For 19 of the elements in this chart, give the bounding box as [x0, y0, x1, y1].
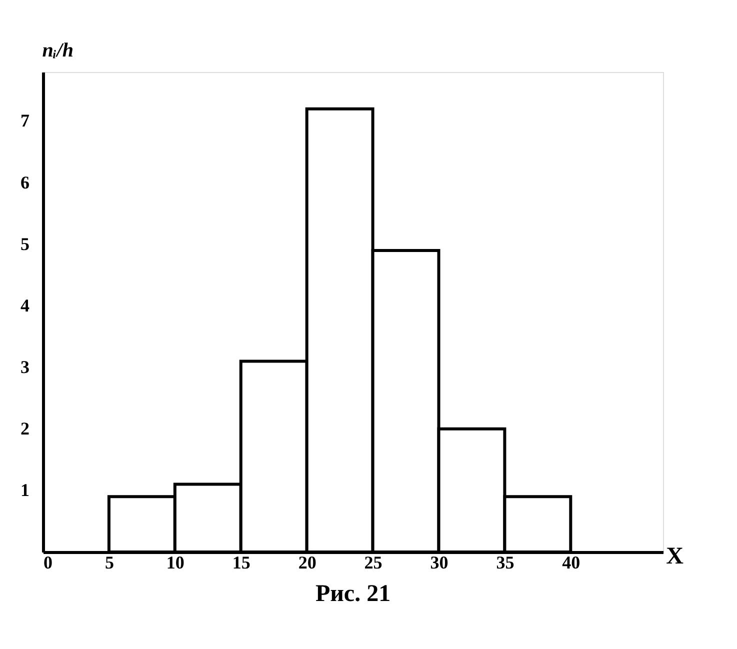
- x-tick-label: 30: [430, 552, 448, 572]
- y-tick-label: 2: [20, 418, 30, 438]
- x-tick-label: 5: [104, 552, 114, 572]
- y-tick-label: 7: [20, 110, 30, 131]
- y-tick-label: 4: [20, 295, 30, 316]
- x-axis-title: X: [666, 544, 684, 570]
- y-tick-label: 6: [20, 172, 30, 192]
- x-tick-label: 10: [166, 552, 184, 572]
- x-tick-label: 35: [496, 552, 514, 572]
- text: Рис. 21: [315, 581, 391, 607]
- y-tick-label: 5: [20, 234, 30, 254]
- x-tick-label: 0: [44, 552, 52, 572]
- x-tick-label: 25: [364, 552, 382, 572]
- x-tick-label: 15: [232, 552, 250, 572]
- y-axis-title: nᵢ/h: [42, 40, 74, 62]
- x-tick-label: 20: [298, 552, 316, 572]
- y-tick-label: 1: [20, 480, 30, 500]
- x-tick-label: 40: [562, 552, 580, 572]
- y-tick-label: 3: [20, 356, 30, 377]
